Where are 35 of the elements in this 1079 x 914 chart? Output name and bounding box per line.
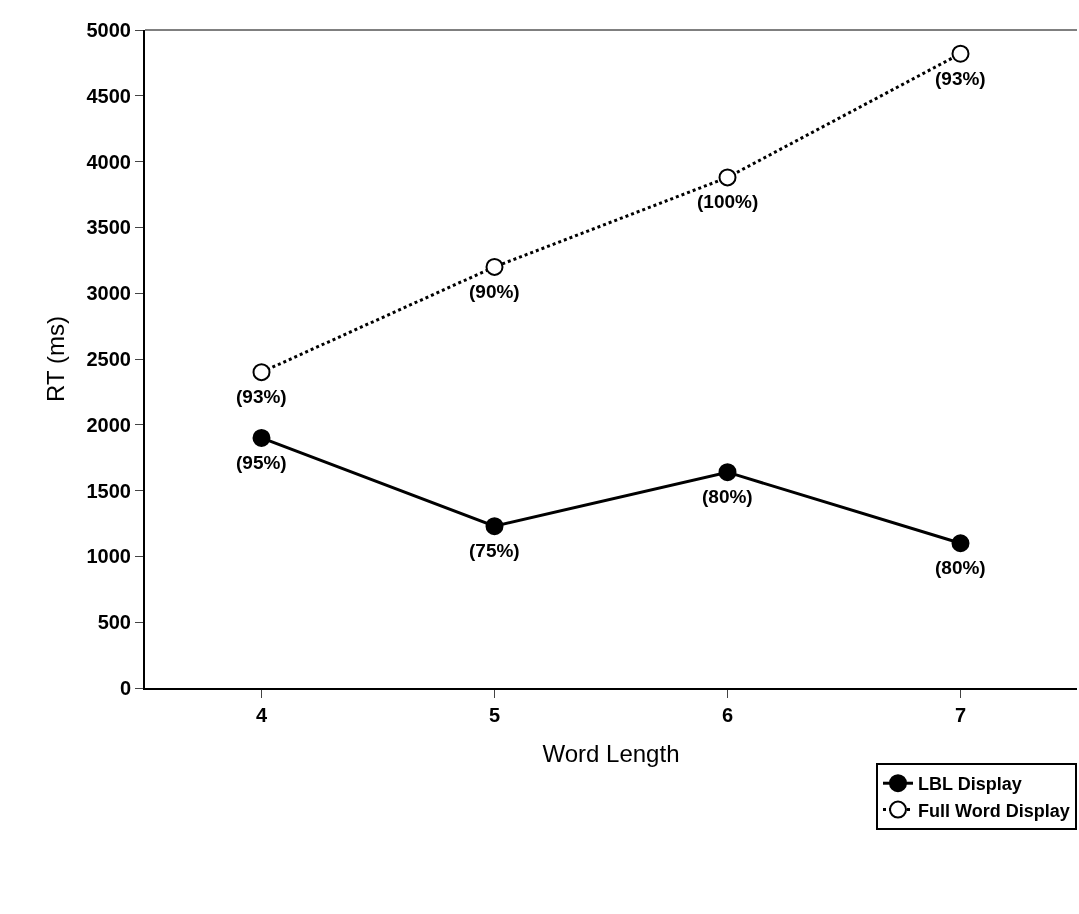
y-tick-label: 1500 [86,479,131,502]
x-tick-label: 6 [721,704,734,726]
y-tick-label: 4500 [86,84,131,107]
point [951,534,970,553]
point [718,168,737,187]
y-tick-label: 2500 [86,348,131,370]
x-axis-title: Word Length [542,739,680,767]
y-tick-label: 1000 [86,545,131,568]
annotation: (93%) [935,68,986,89]
y-axis-title: RT (ms) [42,316,70,402]
y-tick-label: 500 [97,611,131,634]
annotation: (90%) [469,281,520,302]
annotation: (100%) [697,191,759,212]
y-tick-label: 0 [119,677,131,699]
x-tick-label: 5 [488,704,501,726]
point [252,428,271,447]
point [718,463,737,482]
y-tick-label: 4000 [86,150,131,173]
point [485,257,504,276]
y-tick-label: 5000 [86,19,131,41]
point [951,44,970,63]
legend-label: LBL Display [918,774,1022,795]
y-tick-label: 2000 [86,413,131,436]
annotation: (80%) [702,486,753,507]
y-tick-label: 3000 [86,282,131,305]
x-tick-label: 7 [954,704,967,726]
point [485,517,504,536]
point [252,363,271,382]
y-tick-label: 3500 [86,216,131,239]
annotation: (75%) [469,540,520,561]
legend-label: Full Word Display [918,800,1070,821]
annotation: (80%) [935,557,986,578]
annotation: (93%) [236,386,287,407]
x-tick-label: 4 [255,704,268,726]
annotation: (95%) [236,452,287,473]
